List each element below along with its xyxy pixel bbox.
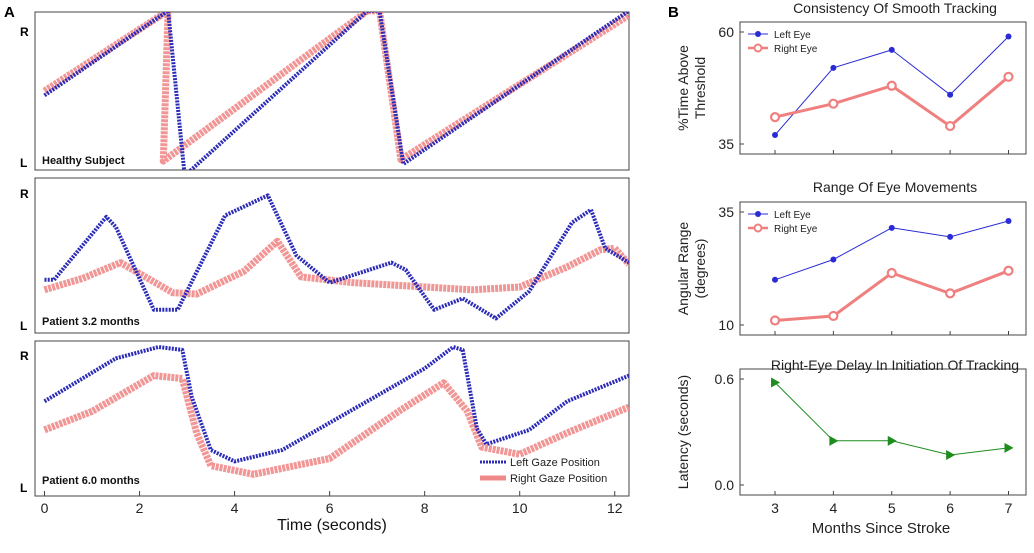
gaze-x-tick-label-2: 2 bbox=[136, 500, 144, 516]
point-1-2-6 bbox=[945, 120, 956, 132]
panel-label-a: A bbox=[4, 4, 15, 21]
chart-frame-2 bbox=[739, 201, 1027, 336]
gaze-x-axis: 0 2 4 6 8 10 12 bbox=[41, 491, 623, 516]
chart-consistency: Consistency Of Smooth Tracking 60 35 %Time … bbox=[675, 0, 1027, 155]
gaze-frame-2 bbox=[34, 177, 630, 334]
point-2-2-3 bbox=[769, 315, 781, 326]
chart-frame-3 bbox=[739, 368, 1027, 496]
legend-marker-2-2 bbox=[753, 223, 763, 233]
chart-title-1: Consistency Of Smooth Tracking bbox=[793, 0, 997, 16]
chart-title-3: Right-Eye Delay In Initiation Of Trackin… bbox=[771, 357, 1019, 373]
gaze-marks-3 bbox=[43, 345, 629, 478]
point-1-2-4 bbox=[828, 98, 839, 109]
y-tick-label-top-1: 60 bbox=[718, 24, 734, 40]
legend-marker-1-1 bbox=[755, 31, 761, 37]
panel-label-b: B bbox=[668, 4, 679, 21]
point-3-1-7 bbox=[1004, 442, 1014, 453]
point-3-1-5 bbox=[887, 435, 897, 446]
gaze-panel-3: R L Patient 6.0 months Left Gaze Positio… bbox=[20, 340, 630, 497]
y-axis-title-line-1-1: %Time Above bbox=[675, 45, 691, 131]
y-tick-label-top-3: 0.6 bbox=[715, 371, 735, 387]
y-axis-title-line-2-1: Threshold bbox=[692, 57, 708, 119]
y-tick-label-bottom-1: 35 bbox=[718, 136, 734, 152]
left-gaze-trace-2 bbox=[44, 193, 629, 321]
point-2-2-5 bbox=[886, 267, 897, 279]
point-1-1-3 bbox=[772, 132, 779, 139]
point-1-2-3 bbox=[769, 112, 781, 123]
y-axis-title-1: %Time AboveThreshold bbox=[675, 45, 708, 131]
point-3-1-3 bbox=[771, 377, 781, 388]
y-tick-label-bottom-3: 0.0 bbox=[715, 477, 735, 493]
point-3-1-6 bbox=[946, 449, 956, 460]
left-gaze-trace-3 bbox=[43, 345, 629, 464]
point-2-2-4 bbox=[828, 310, 839, 322]
y-label-l-1: L bbox=[20, 156, 27, 170]
legend-label-2-2: Right Eye bbox=[774, 224, 818, 235]
gaze-legend: Left Gaze Position Right Gaze Position bbox=[480, 457, 607, 485]
point-2-1-7 bbox=[1005, 218, 1012, 225]
x-tick-label-5: 5 bbox=[888, 500, 896, 516]
right-gaze-trace-3 bbox=[43, 372, 629, 478]
legend-label-1-1: Left Eye bbox=[774, 30, 811, 41]
gaze-x-tick-label-12: 12 bbox=[607, 500, 623, 516]
x-tick-label-4: 4 bbox=[829, 500, 837, 516]
y-label-r-3: R bbox=[20, 349, 29, 363]
x-axis-title: Months Since Stroke bbox=[812, 520, 950, 537]
y-label-l-2: L bbox=[20, 319, 27, 333]
gaze-x-tick-label-8: 8 bbox=[421, 500, 429, 516]
point-2-1-6 bbox=[947, 233, 954, 240]
chart-latency: Right-Eye Delay In Initiation Of Trackin… bbox=[675, 357, 1027, 537]
gaze-panel-title-3: Patient 6.0 months bbox=[42, 475, 140, 487]
right-gaze-trace-2 bbox=[43, 237, 629, 298]
point-1-1-7 bbox=[1005, 33, 1012, 40]
x-tick-label-6: 6 bbox=[946, 500, 954, 516]
gaze-panel-1: R L Healthy Subject bbox=[20, 11, 630, 171]
gaze-panel-title-1: Healthy Subject bbox=[42, 155, 125, 167]
gaze-panel-2: R L Patient 3.2 months bbox=[20, 177, 630, 334]
gaze-x-tick-label-6: 6 bbox=[326, 500, 334, 516]
point-2-1-4 bbox=[830, 256, 837, 263]
legend-label-1-2: Right Eye bbox=[774, 44, 818, 55]
point-2-2-6 bbox=[945, 288, 956, 299]
gaze-traces-2 bbox=[43, 193, 629, 321]
gaze-x-tick-label-10: 10 bbox=[512, 500, 528, 516]
gaze-frame-3 bbox=[34, 340, 630, 497]
y-label-l-3: L bbox=[20, 481, 27, 495]
y-axis-title-2: Angular Range(degrees) bbox=[675, 222, 708, 316]
gaze-x-tick-label-0: 0 bbox=[41, 500, 49, 516]
gaze-x-tick-label-4: 4 bbox=[231, 500, 239, 516]
point-1-1-4 bbox=[830, 64, 837, 71]
legend-marker-1-2 bbox=[753, 43, 763, 53]
x-tick-label-3: 3 bbox=[771, 500, 779, 516]
y-axis-title-line-1-2: Angular Range bbox=[675, 222, 691, 316]
gaze-x-title: Time (seconds) bbox=[277, 517, 387, 534]
point-2-1-5 bbox=[888, 224, 895, 231]
legend-left-gaze-label: Left Gaze Position bbox=[510, 457, 600, 469]
x-tick-label-7: 7 bbox=[1005, 500, 1013, 516]
y-label-r-2: R bbox=[20, 187, 29, 201]
y-tick-label-top-2: 35 bbox=[718, 204, 734, 220]
point-2-2-7 bbox=[1003, 265, 1014, 276]
chart-range: Range Of Eye Movements 35 10 Angular Range(… bbox=[675, 179, 1027, 336]
gaze-marks-1 bbox=[42, 12, 629, 170]
gaze-marks-2 bbox=[43, 193, 629, 321]
y-axis-title-3: Latency (seconds) bbox=[675, 375, 691, 489]
gaze-panel-title-2: Patient 3.2 months bbox=[42, 316, 140, 328]
point-1-1-6 bbox=[947, 91, 954, 98]
y-label-r-1: R bbox=[20, 25, 29, 39]
point-1-2-5 bbox=[886, 80, 897, 91]
point-2-1-3 bbox=[772, 276, 779, 283]
point-1-2-7 bbox=[1003, 71, 1014, 82]
gaze-traces-1 bbox=[42, 12, 629, 170]
y-axis-title-line-2-2: (degrees) bbox=[692, 239, 708, 299]
legend-marker-2-1 bbox=[755, 211, 761, 217]
gaze-traces-3 bbox=[43, 345, 629, 478]
legend-right-gaze-label: Right Gaze Position bbox=[510, 473, 607, 485]
legend-label-2-1: Left Eye bbox=[774, 210, 811, 221]
point-1-1-5 bbox=[888, 46, 895, 53]
chart-title-2: Range Of Eye Movements bbox=[813, 179, 977, 195]
y-tick-label-bottom-2: 10 bbox=[718, 317, 734, 333]
point-3-1-4 bbox=[829, 435, 839, 446]
